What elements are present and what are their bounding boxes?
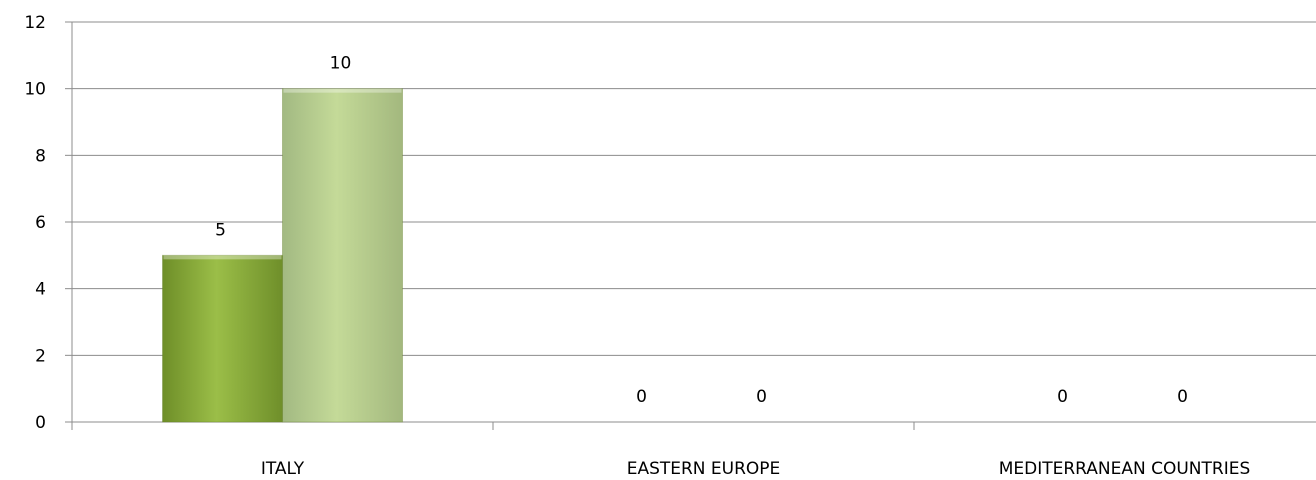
- data-label: 0: [636, 387, 647, 407]
- x-category-label: ITALY: [261, 459, 305, 479]
- bar: [162, 254, 283, 423]
- y-tick-label: 12: [24, 13, 46, 33]
- y-tick-label: 8: [35, 146, 46, 166]
- y-tick-label: 2: [35, 346, 46, 366]
- data-label: 0: [756, 387, 767, 407]
- x-category-label: EASTERN EUROPE: [627, 459, 781, 479]
- data-label: 0: [1177, 387, 1188, 407]
- labels: 0 2 4 6 8 10 12 5 10 ITALY 0 0 EASTERN EUROPE 0 0 MEDIT…: [24, 13, 1250, 479]
- bar-highlight: [163, 255, 282, 260]
- data-label: 5: [215, 220, 226, 240]
- y-tick-label: 6: [35, 213, 46, 233]
- y-tick-label: 10: [24, 80, 46, 100]
- data-label: 0: [1057, 387, 1068, 407]
- bar: [282, 88, 403, 423]
- y-tick-label: 4: [35, 280, 46, 300]
- bars: [162, 88, 403, 423]
- bar-highlight: [283, 88, 402, 93]
- data-label: 10: [330, 54, 352, 74]
- y-tick-label: 0: [35, 413, 46, 433]
- x-category-label: MEDITERRANEAN COUNTRIES: [999, 459, 1251, 479]
